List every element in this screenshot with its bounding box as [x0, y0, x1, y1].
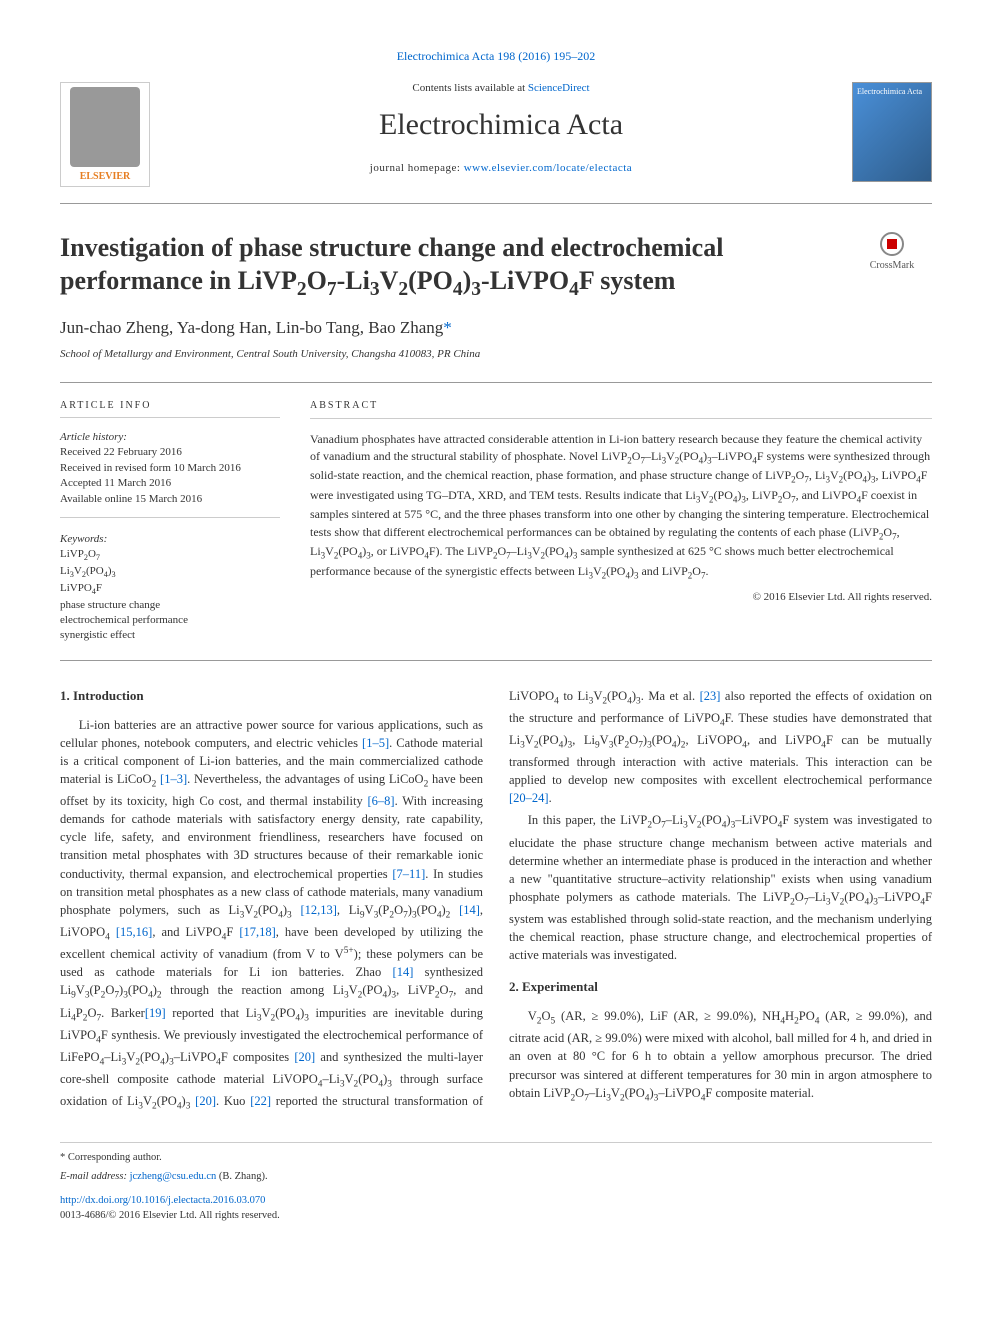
body-text: 1. Introduction Li-ion batteries are an …: [60, 687, 932, 1114]
elsevier-logo: ELSEVIER: [60, 82, 150, 187]
homepage-link[interactable]: www.elsevier.com/locate/electacta: [464, 162, 633, 174]
elsevier-tree-icon: [70, 87, 140, 167]
copyright-line: © 2016 Elsevier Ltd. All rights reserved…: [310, 590, 932, 606]
journal-homepage: journal homepage: www.elsevier.com/locat…: [170, 162, 832, 174]
sciencedirect-link[interactable]: ScienceDirect: [528, 82, 590, 94]
issn-line: 0013-4686/© 2016 Elsevier Ltd. All right…: [60, 1210, 280, 1221]
article-info-heading: ARTICLE INFO: [60, 399, 280, 418]
crossmark-icon: [880, 232, 904, 256]
email-line: E-mail address: jczheng@csu.edu.cn (B. Z…: [60, 1170, 932, 1185]
elsevier-label: ELSEVIER: [80, 171, 131, 182]
accepted-date: Accepted 11 March 2016: [60, 477, 171, 489]
corresponding-author: * Corresponding author.: [60, 1151, 932, 1166]
abstract: ABSTRACT Vanadium phosphates have attrac…: [310, 399, 932, 644]
citation-link[interactable]: Electrochimica Acta 198 (2016) 195–202: [397, 49, 596, 63]
abstract-heading: ABSTRACT: [310, 399, 932, 419]
intro-paragraph-2: In this paper, the LiVP2O7–Li3V2(PO4)3–L…: [509, 811, 932, 964]
author-list: Jun-chao Zheng, Ya-dong Han, Lin-bo Tang…: [60, 318, 932, 338]
experimental-paragraph: V2O5 (AR, ≥ 99.0%), LiF (AR, ≥ 99.0%), N…: [509, 1007, 932, 1106]
section-intro-heading: 1. Introduction: [60, 687, 483, 706]
paper-title: Investigation of phase structure change …: [60, 232, 852, 302]
keywords-label: Keywords:: [60, 533, 107, 545]
history-label: Article history:: [60, 431, 127, 443]
received-date: Received 22 February 2016: [60, 446, 182, 458]
crossmark-badge[interactable]: CrossMark: [852, 232, 932, 271]
article-info: ARTICLE INFO Article history: Received 2…: [60, 399, 280, 644]
masthead: ELSEVIER Contents lists available at Sci…: [60, 82, 932, 204]
abstract-body: Vanadium phosphates have attracted consi…: [310, 431, 932, 582]
affiliation: School of Metallurgy and Environment, Ce…: [60, 348, 932, 360]
email-link[interactable]: jczheng@csu.edu.cn: [130, 1171, 217, 1182]
contents-line: Contents lists available at ScienceDirec…: [170, 82, 832, 94]
keywords-list: LiVP2O7Li3V2(PO4)3LiVPO4Fphase structure…: [60, 548, 188, 641]
journal-name: Electrochimica Acta: [170, 108, 832, 142]
journal-cover-thumb: Electrochimica Acta: [852, 82, 932, 182]
online-date: Available online 15 March 2016: [60, 493, 202, 505]
citation-header: Electrochimica Acta 198 (2016) 195–202: [60, 48, 932, 64]
page-footer: * Corresponding author. E-mail address: …: [60, 1142, 932, 1224]
section-experimental-heading: 2. Experimental: [509, 978, 932, 997]
doi-link[interactable]: http://dx.doi.org/10.1016/j.electacta.20…: [60, 1195, 265, 1206]
revised-date: Received in revised form 10 March 2016: [60, 462, 241, 474]
